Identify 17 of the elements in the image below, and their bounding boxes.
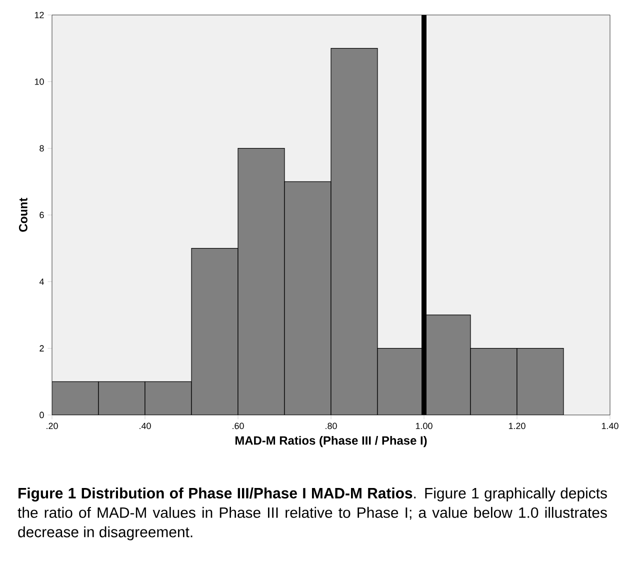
x-tick-label: .60 (232, 422, 244, 430)
y-tick-label: 4 (39, 278, 44, 285)
x-tick-label: .40 (140, 422, 151, 430)
y-tick-label: 8 (40, 145, 44, 152)
y-tick-label: 2 (40, 345, 44, 352)
text: Figure 1 Distribution of Phase III/Phase I MAD-M Ratios. Figure 1 graphically depicts the ratio of MAD-M values in Phase III relative to Phase I; a value below 1.0 illustrates decrease in disagreement. (18, 488, 607, 540)
y-tick-label: 0 (40, 412, 44, 418)
x-tick-label: 1.20 (508, 422, 526, 430)
x-tick-label: 1.00 (416, 422, 432, 430)
x-tick-label: .20 (46, 422, 58, 430)
y-tick-label: 10 (34, 78, 44, 85)
x-tick-label: .80 (326, 422, 337, 430)
x-axis-title: MAD-M Ratios (Phase III / Phase I) (235, 436, 427, 448)
y-tick-label: 6 (40, 212, 44, 218)
y-tick-label: 12 (34, 12, 44, 18)
x-tick-label: 1.40 (602, 422, 618, 430)
y-axis-title: Count (18, 198, 28, 232)
